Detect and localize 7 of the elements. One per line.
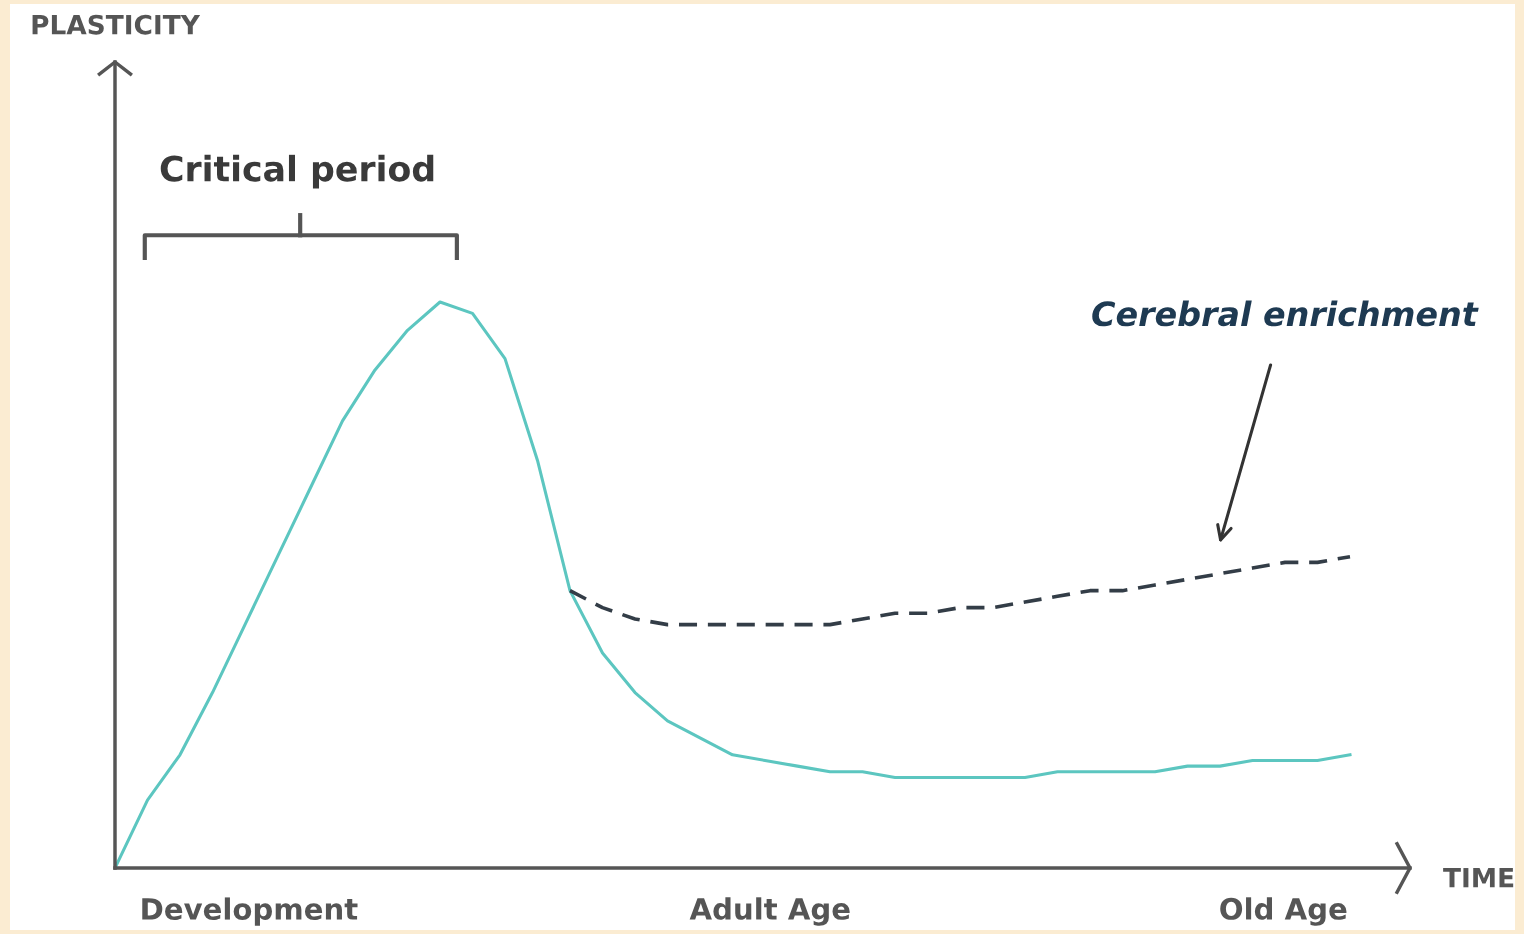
annotation: Cerebral enrichment: [1092, 300, 1479, 327]
text: Old Age: [1220, 897, 1347, 926]
text: Critical period: [160, 154, 434, 189]
text: Development: [142, 897, 358, 926]
text: PLASTICITY: [32, 14, 201, 35]
x-axis-title: TIME: [1443, 868, 1514, 888]
text: Adult Age: [689, 897, 850, 926]
